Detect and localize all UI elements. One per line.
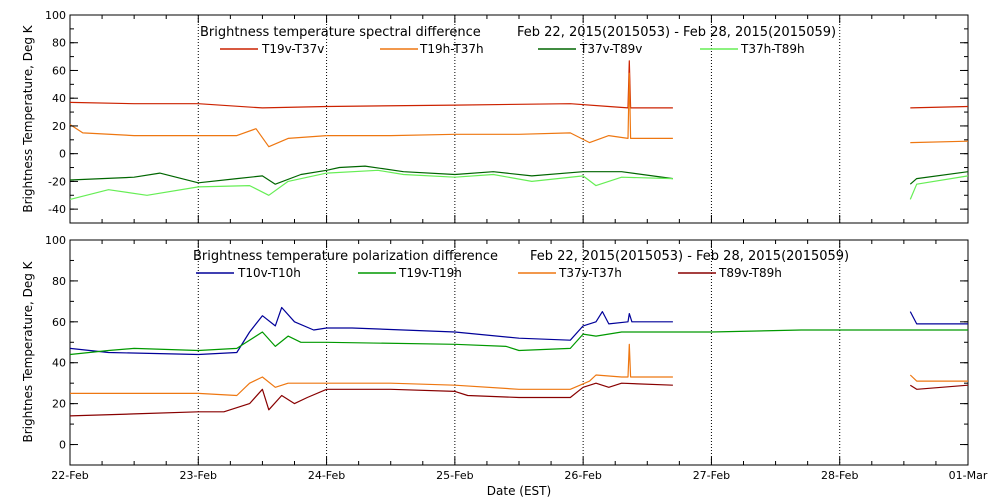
polarization-y-tick-label: 20: [52, 398, 66, 411]
x-axis-title: Date (EST): [487, 484, 551, 498]
x-tick-label: 01-Mar: [949, 469, 988, 482]
polarization-y-tick-label: 60: [52, 316, 66, 329]
spectral-panel-frame: [69, 14, 969, 224]
spectral-y-tick-label: 0: [59, 148, 66, 161]
x-tick-label: 26-Feb: [564, 469, 601, 482]
legend-label-t19v-t19h: T19v-T19h: [398, 266, 462, 280]
spectral-legend: T19v-T37v T19h-T37h T37v-T89v T37h-T89h: [220, 42, 805, 56]
polarization-y-tick-label: 40: [52, 357, 66, 370]
x-tick-label: 25-Feb: [436, 469, 473, 482]
spectral-y-tick-label: 40: [52, 92, 66, 105]
series-line-t19v-t19h: [69, 329, 968, 356]
series-line-t37v-t89v: [69, 165, 969, 185]
legend-label-t37h-t89h: T37h-T89h: [740, 42, 805, 56]
x-tick-label: 23-Feb: [180, 469, 217, 482]
polarization-y-axis-title: Brightnes Temperature, Deg K: [21, 260, 35, 442]
legend-label-t37v-t37h: T37v-T37h: [558, 266, 622, 280]
series-line-t19h-t37h: [69, 72, 969, 148]
series-line-t89v-t89h: [69, 382, 969, 417]
series-line-t10v-t10h: [69, 306, 968, 356]
spectral-y-axis-title: Brightness Temperature, Deg K: [21, 24, 35, 212]
x-tick-label: 24-Feb: [308, 469, 345, 482]
spectral-y-tick-label: 80: [52, 37, 66, 50]
legend-label-t19v-t37v: T19v-T37v: [261, 42, 324, 56]
polarization-title: Brightness temperature polarization diff…: [193, 249, 498, 264]
polarization-legend: T10v-T10h T19v-T19h T37v-T37h T89v-T89h: [196, 266, 782, 280]
spectral-y-tick-label: 100: [45, 9, 66, 22]
spectral-y-tick-label: -20: [48, 175, 66, 188]
spectral-y-tick-label: -40: [48, 203, 66, 216]
polarization-y-tick-label: 0: [59, 439, 66, 452]
polarization-y-tick-label: 100: [45, 234, 66, 247]
legend-label-t89v-t89h: T89v-T89h: [718, 266, 782, 280]
polarization-date-range: Feb 22, 2015(2015053) - Feb 28, 2015(201…: [530, 249, 849, 264]
spectral-y-tick-label: 20: [52, 120, 66, 133]
polarization-y-tick-label: 80: [52, 275, 66, 288]
spectral-title: Brightness temperature spectral differen…: [200, 25, 481, 40]
legend-label-t37v-t89v: T37v-T89v: [579, 42, 642, 56]
legend-label-t19h-t37h: T19h-T37h: [419, 42, 484, 56]
x-tick-label: 22-Feb: [51, 469, 88, 482]
legend-label-t10v-t10h: T10v-T10h: [237, 266, 301, 280]
spectral-date-range: Feb 22, 2015(2015053) - Feb 28, 2015(201…: [517, 25, 836, 40]
series-line-t19v-t37v: [69, 60, 969, 109]
x-tick-label: 28-Feb: [821, 469, 858, 482]
series-line-t37h-t89h: [69, 169, 969, 200]
x-tick-label: 27-Feb: [693, 469, 730, 482]
spectral-y-tick-label: 60: [52, 64, 66, 77]
series-line-t37v-t37h: [70, 343, 968, 397]
